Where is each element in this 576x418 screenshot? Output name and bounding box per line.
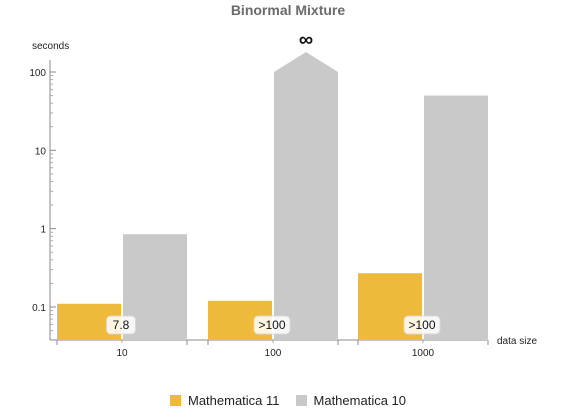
annotation-box-1	[253, 315, 291, 335]
annotation-label-0: 7.8	[113, 318, 130, 332]
annotation-box-2	[403, 315, 441, 335]
y-axis-label: seconds	[32, 41, 69, 52]
x-axis-label: data size	[497, 336, 537, 347]
legend-label-series-1: Mathematica 11	[187, 393, 280, 408]
legend-swatch-series-2	[295, 395, 307, 406]
x-tick-label-0: 10	[116, 348, 128, 359]
y-tick-label-0: 0.1	[32, 303, 46, 314]
legend-item-series-2: Mathematica 10	[295, 393, 407, 408]
bar-mathematica-10-100	[274, 52, 338, 340]
legend-item-series-1: Mathematica 11	[169, 393, 280, 408]
annotation-label-2: >100	[408, 318, 435, 332]
legend-label-series-2: Mathematica 10	[313, 393, 407, 408]
legend: Mathematica 11 Mathematica 10	[0, 393, 576, 408]
annotation-box-0	[106, 315, 136, 335]
bar-mathematica-10-1000	[424, 95, 488, 340]
legend-swatch-series-1	[169, 395, 181, 406]
y-tick-label-3: 100	[29, 68, 46, 79]
annotation-label-1: >100	[258, 318, 285, 332]
infinity-marker: ∞	[299, 29, 313, 51]
x-tick-label-2: 1000	[412, 348, 435, 359]
chart-title: Binormal Mixture	[230, 2, 346, 18]
y-tick-label-1: 1	[40, 225, 46, 236]
x-tick-label-1: 100	[265, 348, 282, 359]
y-tick-label-2: 10	[35, 146, 47, 157]
